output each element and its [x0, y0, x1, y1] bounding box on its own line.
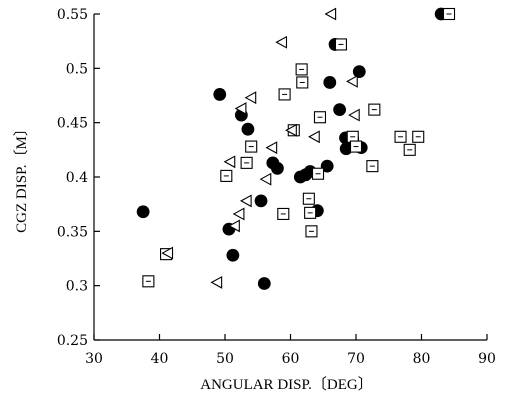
x-axis-title: ANGULAR DISP.〔DEG〕 — [200, 376, 373, 393]
x-tick-label: 80 — [413, 351, 431, 367]
x-tick-label: 70 — [347, 351, 365, 367]
data-point-filled-circle — [254, 194, 268, 208]
data-point-filled-circle — [241, 122, 255, 136]
y-tick-label: 0.5 — [66, 61, 88, 77]
y-tick-label: 0.25 — [57, 333, 88, 349]
x-tick-label: 50 — [216, 351, 234, 367]
data-point-filled-circle — [320, 159, 334, 173]
data-point-filled-circle — [213, 88, 227, 101]
data-point-open-triangle — [265, 141, 278, 155]
data-point-open-triangle — [228, 219, 240, 233]
data-point-filled-circle — [333, 103, 347, 117]
data-point-open-triangle — [285, 123, 297, 137]
y-tick-label: 0.4 — [66, 170, 88, 186]
y-tick-label: 0.3 — [66, 279, 88, 295]
x-tick-label: 60 — [282, 351, 300, 367]
data-point-filled-circle — [323, 76, 337, 89]
data-point-open-triangle — [346, 74, 358, 88]
data-point-open-triangle — [232, 207, 245, 221]
data-point-open-triangle — [324, 7, 337, 21]
data-point-open-triangle — [223, 155, 236, 169]
data-point-open-triangle — [210, 275, 223, 289]
x-tick-label: 90 — [478, 351, 496, 367]
data-point-filled-circle — [257, 277, 271, 290]
y-axis-title: CGZ DISP.〔M〕 — [13, 121, 30, 233]
data-point-open-triangle — [259, 172, 272, 186]
data-point-filled-circle — [226, 248, 240, 262]
data-point-open-triangle — [348, 108, 360, 122]
y-tick-label: 0.55 — [57, 7, 88, 23]
data-point-open-triangle — [234, 102, 247, 115]
x-tick-label: 40 — [151, 351, 169, 367]
data-point-open-triangle — [239, 194, 252, 208]
data-point-filled-circle — [270, 161, 284, 175]
data-point-open-triangle — [161, 246, 174, 260]
y-tick-label: 0.35 — [57, 224, 88, 240]
data-point-filled-circle — [136, 205, 150, 219]
data-point-filled-circle — [352, 65, 366, 78]
data-point-open-triangle — [308, 130, 320, 144]
y-tick-label: 0.45 — [57, 116, 88, 132]
data-point-open-triangle — [244, 91, 257, 105]
data-point-open-triangle — [275, 35, 288, 49]
x-tick-label: 30 — [85, 351, 103, 367]
